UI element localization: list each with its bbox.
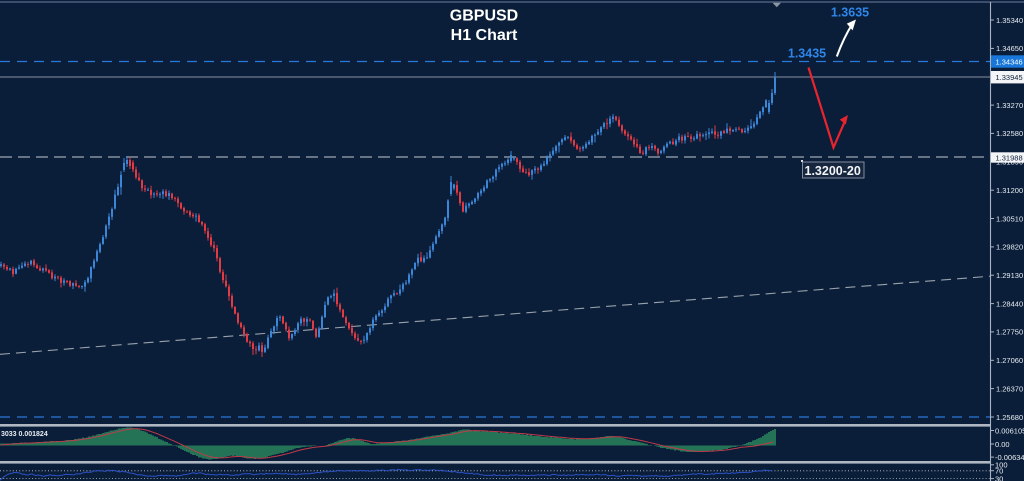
svg-text:1.3435: 1.3435 (788, 47, 826, 61)
svg-text:1.29130: 1.29130 (996, 271, 1023, 280)
svg-text:1.25680: 1.25680 (996, 413, 1023, 422)
svg-text:1.31988: 1.31988 (996, 153, 1023, 162)
svg-text:1.31200: 1.31200 (996, 186, 1023, 195)
svg-text:1.28440: 1.28440 (996, 299, 1023, 308)
svg-text:70: 70 (995, 467, 1003, 476)
svg-text:1.34346: 1.34346 (996, 57, 1023, 66)
svg-text:1.27750: 1.27750 (996, 328, 1023, 337)
svg-text:1.27060: 1.27060 (996, 356, 1023, 365)
svg-text:1.34650: 1.34650 (996, 44, 1023, 53)
svg-text:30: 30 (995, 474, 1003, 481)
svg-text:1.35340: 1.35340 (996, 16, 1023, 25)
svg-text:1.3200-20: 1.3200-20 (805, 164, 861, 178)
svg-text:1.29820: 1.29820 (996, 243, 1023, 252)
svg-text:0.006105: 0.006105 (995, 426, 1024, 435)
svg-text:H1 Chart: H1 Chart (451, 27, 518, 44)
svg-text:1.3635: 1.3635 (831, 6, 869, 20)
svg-text:GBPUSD: GBPUSD (450, 8, 518, 25)
svg-text:1.33270: 1.33270 (996, 101, 1023, 110)
svg-text:1.30510: 1.30510 (996, 214, 1023, 223)
svg-text:3033 0.001824: 3033 0.001824 (1, 431, 48, 438)
svg-text:1.26370: 1.26370 (996, 384, 1023, 393)
svg-text:1.33945: 1.33945 (996, 73, 1023, 82)
svg-text:0.00: 0.00 (995, 440, 1010, 449)
svg-text:1.32580: 1.32580 (996, 129, 1023, 138)
svg-text:100: 100 (995, 461, 1008, 470)
